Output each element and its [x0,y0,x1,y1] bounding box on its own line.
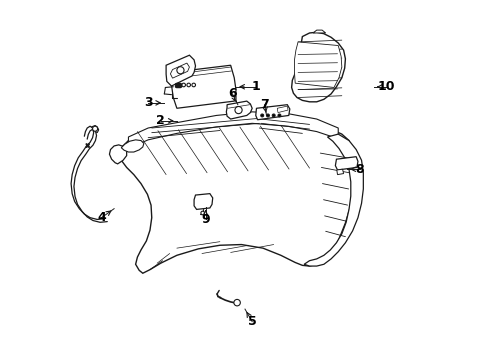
Polygon shape [292,32,345,102]
Circle shape [177,83,180,87]
Circle shape [278,114,281,117]
Polygon shape [128,112,338,148]
Circle shape [177,67,184,74]
Circle shape [234,300,240,306]
Text: 7: 7 [260,98,269,111]
Circle shape [192,83,196,87]
Polygon shape [166,55,196,86]
Circle shape [93,126,98,131]
Polygon shape [122,140,144,152]
Polygon shape [226,101,252,119]
Text: 8: 8 [355,163,364,176]
Polygon shape [92,126,98,133]
Text: 2: 2 [156,114,165,127]
Polygon shape [277,106,288,113]
Circle shape [272,114,275,117]
Text: 1: 1 [251,80,260,93]
Polygon shape [304,134,364,266]
Polygon shape [194,194,213,210]
Text: 9: 9 [201,213,210,226]
Polygon shape [335,157,358,170]
Polygon shape [256,105,290,120]
Circle shape [201,211,204,215]
Text: 3: 3 [144,96,152,109]
Circle shape [267,114,270,117]
Text: 10: 10 [378,80,395,93]
Circle shape [182,83,186,87]
Text: 6: 6 [228,87,237,100]
Polygon shape [109,145,126,164]
Polygon shape [171,63,190,78]
Text: 5: 5 [248,315,257,328]
Circle shape [235,107,242,114]
Polygon shape [294,42,342,87]
Circle shape [261,114,264,117]
Text: 4: 4 [97,211,106,224]
Polygon shape [120,117,353,273]
Polygon shape [337,169,343,175]
Polygon shape [313,30,326,33]
Circle shape [187,83,191,87]
Polygon shape [172,65,236,108]
